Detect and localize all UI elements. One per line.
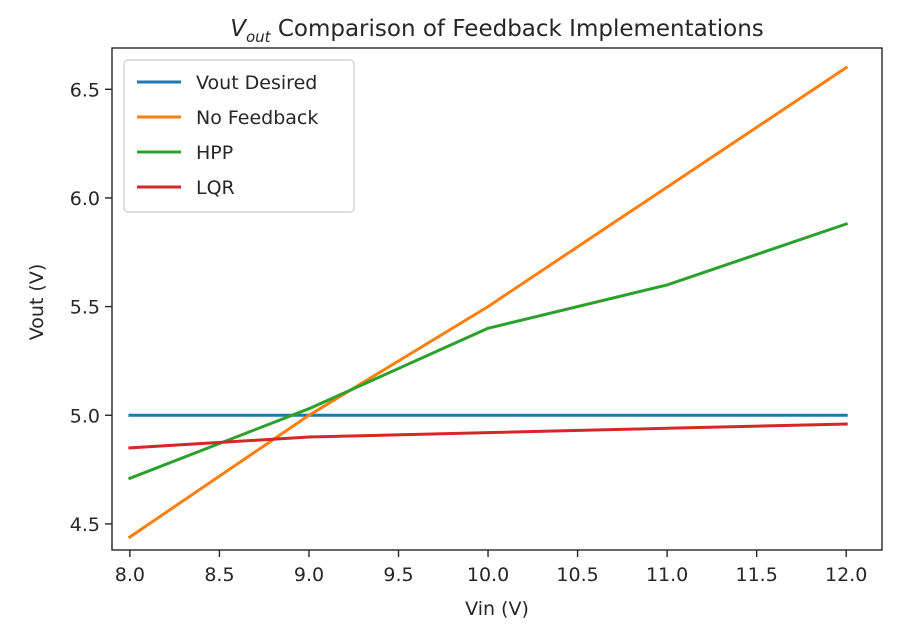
series-line-1 — [127, 65, 849, 540]
y-tick-label: 4.5 — [70, 514, 100, 536]
series-layer — [127, 65, 849, 540]
x-tick-label: 9.0 — [294, 564, 324, 586]
series-line-2 — [127, 222, 849, 481]
title-symbol: V — [230, 16, 248, 42]
x-tick-label: 9.5 — [383, 564, 413, 586]
x-tick-label: 8.0 — [115, 564, 145, 586]
y-tick-label: 6.0 — [70, 188, 100, 210]
axes-layer: 8.0 8.5 9.0 9.5 10.0 10.5 11.0 11.5 12.0 4.5 5.0 5.… — [70, 47, 883, 586]
x-tick-label: 10.5 — [556, 564, 598, 586]
legend-label-2: HPP — [196, 142, 233, 164]
y-tick-label: 6.5 — [70, 79, 100, 101]
x-tick-label: 11.5 — [735, 564, 777, 586]
x-tick-label: 11.0 — [646, 564, 688, 586]
series-line-3 — [128, 422, 848, 450]
x-tick-label: 10.0 — [467, 564, 509, 586]
title-subscript: out — [246, 28, 272, 46]
x-tick-label: 12.0 — [825, 564, 867, 586]
legend-box — [123, 59, 355, 213]
x-axis-label: Vin (V) — [465, 598, 529, 620]
legend-label-1: No Feedback — [196, 107, 318, 129]
x-tick-label: 8.5 — [204, 564, 234, 586]
legend: Vout Desired No Feedback HPP LQR — [123, 59, 355, 213]
legend-label-0: Vout Desired — [196, 72, 317, 94]
y-tick-label: 5.5 — [70, 297, 100, 319]
y-axis-label: Vout (V) — [26, 264, 48, 341]
title-rest: Comparison of Feedback Implementations — [271, 16, 764, 42]
y-tick-label: 5.0 — [70, 405, 100, 427]
legend-label-3: LQR — [196, 177, 235, 199]
chart-title: Vout Comparison of Feedback Implementati… — [230, 16, 764, 46]
plot-frame — [111, 47, 883, 551]
